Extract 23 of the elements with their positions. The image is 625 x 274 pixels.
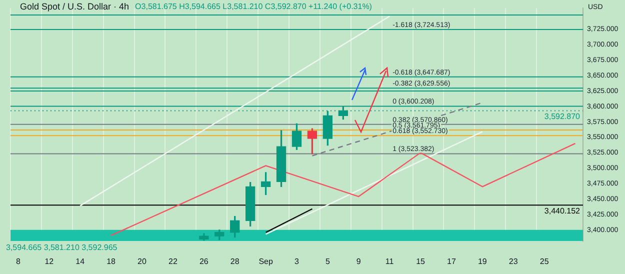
x-tick-label: Sep bbox=[258, 257, 274, 266]
x-tick-label: 9 bbox=[356, 257, 362, 266]
x-tick-label: 11 bbox=[385, 257, 394, 266]
chart-title: Gold Spot / U.S. Dollar · 4h bbox=[20, 1, 130, 12]
x-tick-label: 5 bbox=[325, 257, 330, 266]
x-tick-label: 23 bbox=[508, 257, 518, 266]
ref-line-label: 3,440.152 bbox=[544, 206, 581, 216]
ref-line-label: 3,592.870 bbox=[544, 112, 581, 121]
text: 3,594.665 3,581.210 3,592.965 bbox=[6, 243, 118, 252]
x-tick-label: 12 bbox=[44, 257, 54, 266]
x-tick-label: 22 bbox=[168, 257, 178, 266]
chart-subtitle: O3,581.675 H3,594.665 L3,581.210 C3,592.870 +11.240 (+0.31%) bbox=[135, 2, 372, 12]
x-tick-label: 28 bbox=[230, 257, 240, 266]
x-tick-label: 19 bbox=[478, 257, 488, 266]
x-tick-label: 20 bbox=[138, 257, 148, 266]
x-tick-label: 25 bbox=[540, 257, 550, 266]
x-tick-label: 3 bbox=[294, 257, 300, 266]
x-tick-label: 17 bbox=[447, 257, 456, 266]
x-tick-label: 14 bbox=[76, 257, 86, 266]
x-tick-label: 8 bbox=[16, 257, 21, 266]
x-tick-label: 18 bbox=[106, 257, 116, 266]
x-tick-label: 26 bbox=[199, 257, 209, 266]
x-tick-label: 15 bbox=[416, 257, 426, 266]
